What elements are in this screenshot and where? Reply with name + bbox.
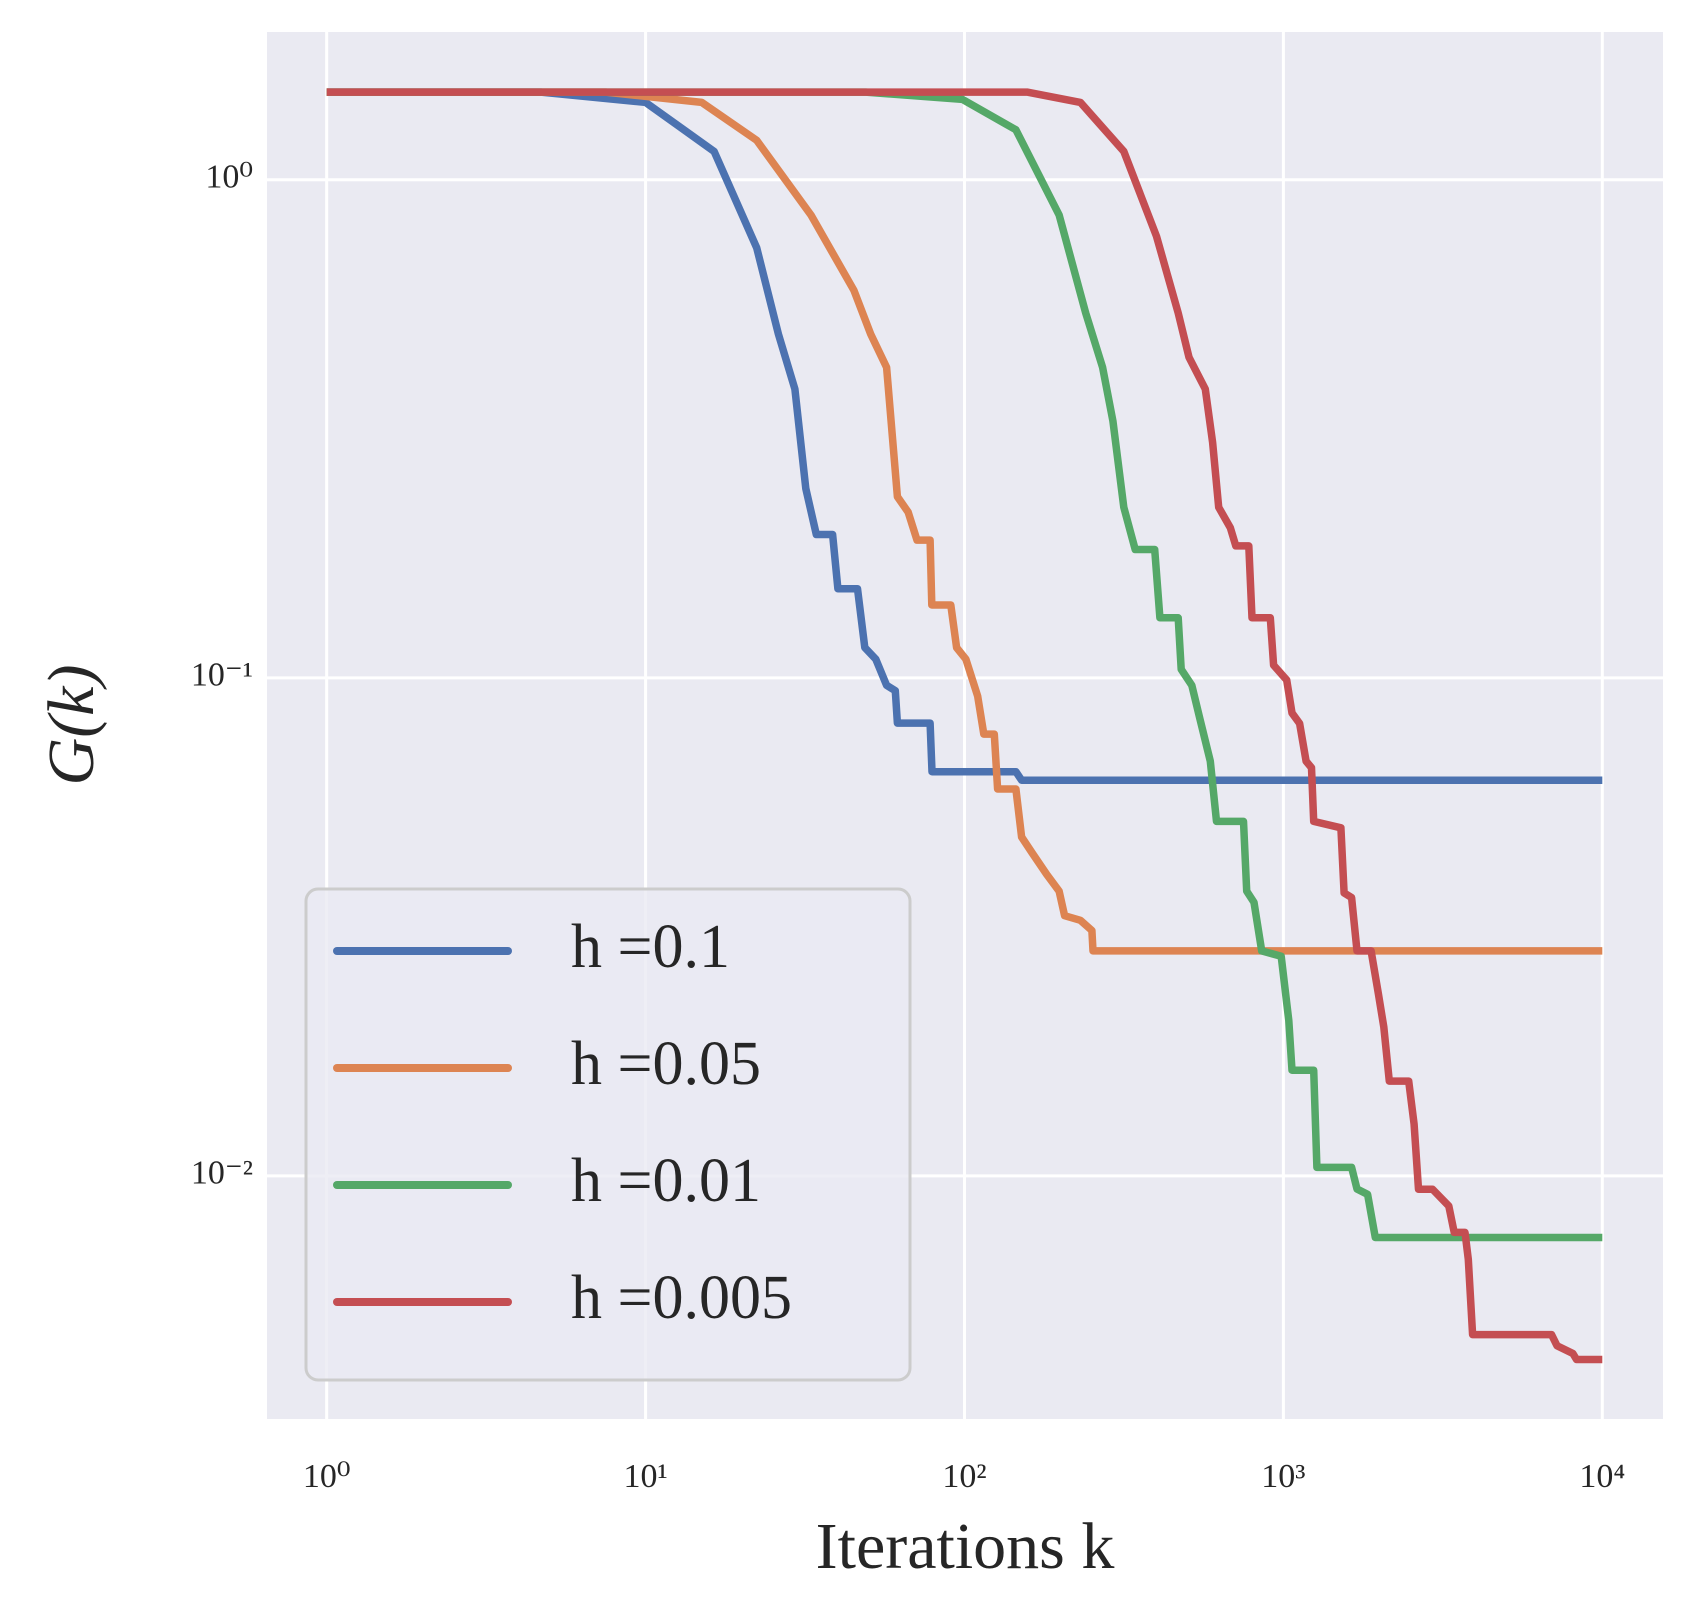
y-tick-label: 10⁰: [205, 159, 253, 196]
legend-label: h =0.005: [571, 1264, 792, 1332]
series-line: [326, 88, 1603, 784]
legend-label: h =0.1: [571, 913, 730, 981]
x-axis-label: Iterations k: [816, 1510, 1115, 1583]
x-tick-label: 10⁰: [303, 1458, 351, 1495]
y-tick-label: 10⁻²: [191, 1155, 253, 1192]
series-line: [326, 88, 1603, 1242]
legend-label: h =0.01: [571, 1147, 761, 1215]
x-tick-label: 10¹: [623, 1458, 667, 1495]
legend-label: h =0.05: [571, 1030, 761, 1098]
lines: [326, 88, 1603, 1364]
legend: h =0.1 h =0.05 h =0.01 h =0.005: [304, 887, 912, 1382]
y-axis-label: G(k): [35, 665, 108, 786]
x-tick-label: 10³: [1261, 1458, 1305, 1495]
x-tick-label: 10⁴: [1579, 1458, 1625, 1495]
y-tick-label: 10⁻¹: [191, 657, 253, 694]
series-line: [326, 88, 1603, 1364]
series-line: [326, 88, 1603, 955]
x-tick-label: 10²: [942, 1458, 986, 1495]
legend-box: [304, 887, 912, 1382]
